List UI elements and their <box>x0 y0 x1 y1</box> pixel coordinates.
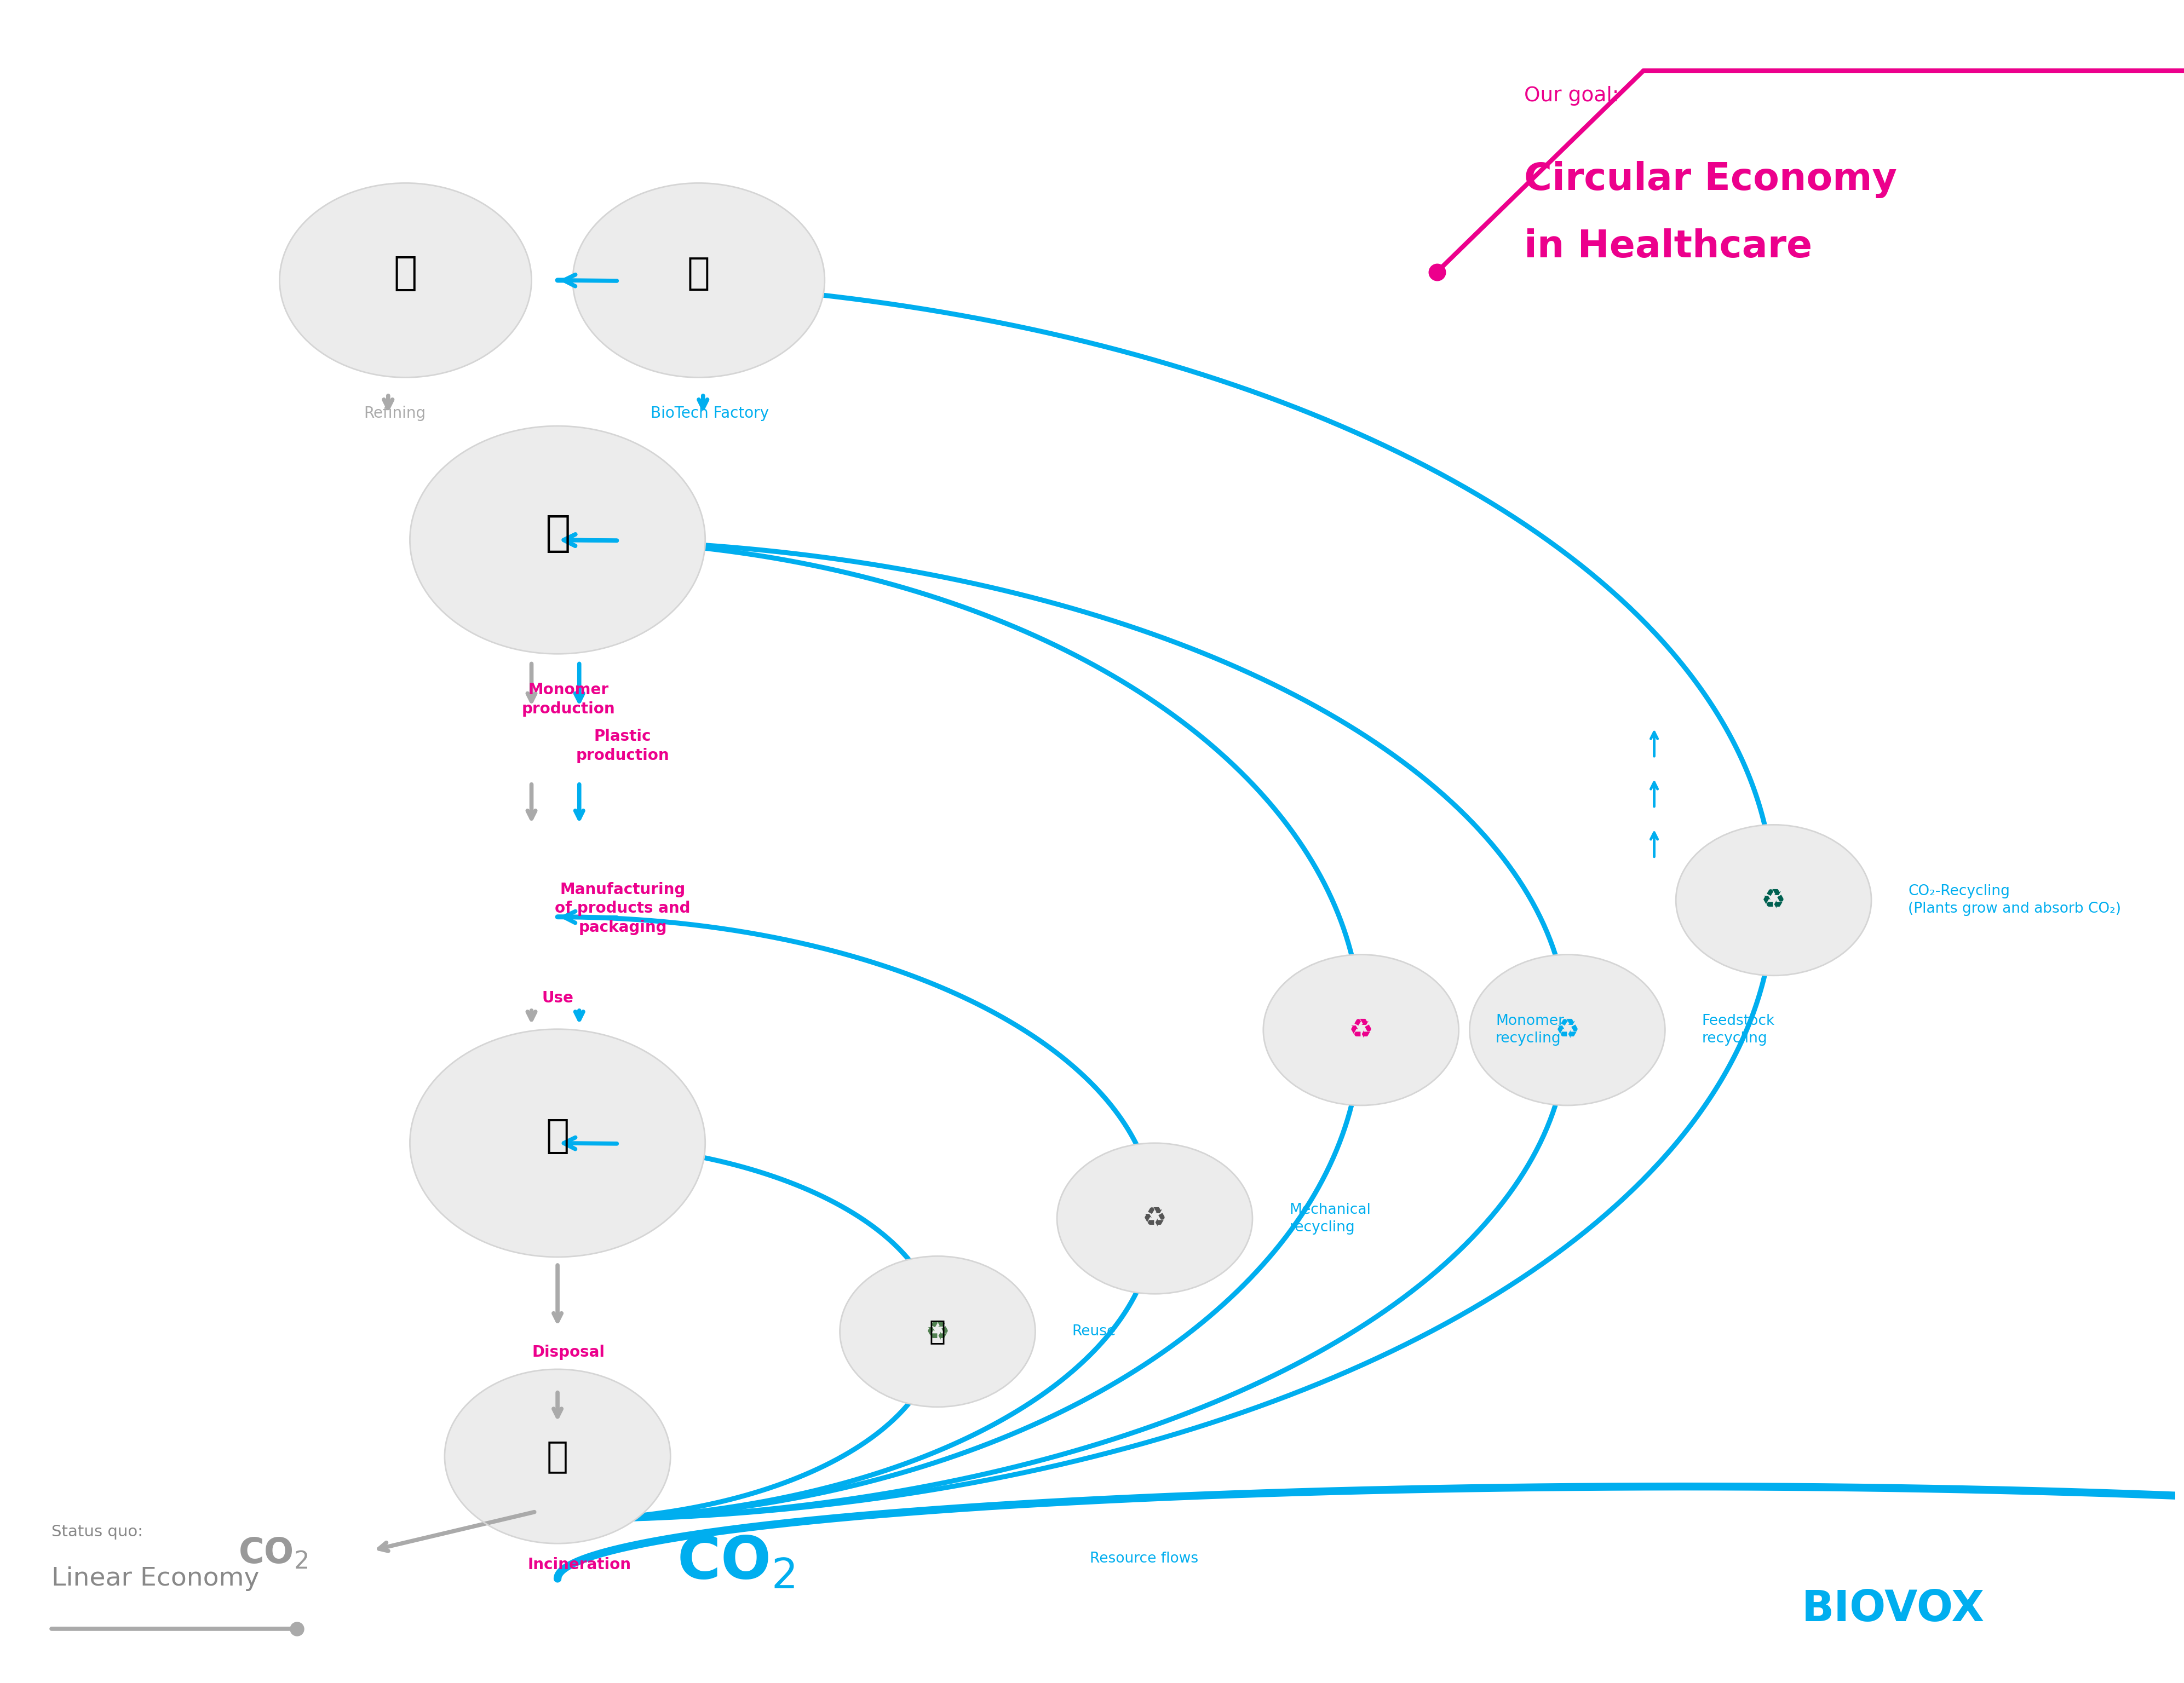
Text: 🏡: 🏡 <box>688 256 710 291</box>
Text: Resource flows: Resource flows <box>1090 1552 1199 1565</box>
Text: Reuse: Reuse <box>1072 1325 1116 1338</box>
Text: Mechanical
recycling: Mechanical recycling <box>1289 1203 1372 1234</box>
Text: ♻: ♻ <box>1350 1017 1374 1043</box>
Text: Linear Economy: Linear Economy <box>52 1567 260 1590</box>
Circle shape <box>1057 1143 1251 1294</box>
Text: Disposal: Disposal <box>533 1345 605 1360</box>
Text: in Healthcare: in Healthcare <box>1524 229 1813 266</box>
Text: CO₂-Recycling
(Plants grow and absorb CO₂): CO₂-Recycling (Plants grow and absorb CO… <box>1909 884 2121 916</box>
Text: BioTech Factory: BioTech Factory <box>651 406 769 421</box>
Text: CO$_2$: CO$_2$ <box>238 1537 308 1570</box>
Text: ♻: ♻ <box>1555 1017 1579 1043</box>
Text: Our goal:: Our goal: <box>1524 86 1618 106</box>
Text: ♻: ♻ <box>1142 1205 1166 1232</box>
Text: BIOVOX: BIOVOX <box>1802 1589 1985 1629</box>
Circle shape <box>1470 954 1664 1106</box>
Circle shape <box>411 1028 705 1257</box>
Text: Manufacturing
of products and
packaging: Manufacturing of products and packaging <box>555 882 690 936</box>
Circle shape <box>1675 825 1872 976</box>
Text: 👝: 👝 <box>930 1318 946 1345</box>
Text: Incineration: Incineration <box>529 1557 631 1572</box>
Circle shape <box>411 426 705 655</box>
Text: Plastic
production: Plastic production <box>577 729 670 762</box>
Circle shape <box>841 1256 1035 1407</box>
Text: 🏗: 🏗 <box>393 254 417 293</box>
Text: Use: Use <box>542 990 574 1006</box>
Text: Refining: Refining <box>365 406 426 421</box>
Text: Circular Economy: Circular Economy <box>1524 162 1896 199</box>
Text: 🏭: 🏭 <box>544 512 570 554</box>
Text: Feedstock
recycling: Feedstock recycling <box>1701 1015 1776 1045</box>
Circle shape <box>572 183 826 377</box>
Text: Monomer-
recycling: Monomer- recycling <box>1496 1015 1568 1045</box>
Circle shape <box>446 1370 670 1543</box>
Text: Status quo:: Status quo: <box>52 1525 142 1540</box>
Text: CO$_2$: CO$_2$ <box>677 1533 795 1590</box>
Text: 🏥: 🏥 <box>546 1118 570 1155</box>
Circle shape <box>1262 954 1459 1106</box>
Text: 🗑: 🗑 <box>546 1439 568 1474</box>
Text: ♻: ♻ <box>926 1318 950 1345</box>
Text: ♻: ♻ <box>1760 887 1787 914</box>
Circle shape <box>280 183 531 377</box>
Text: Monomer
production: Monomer production <box>522 682 616 717</box>
